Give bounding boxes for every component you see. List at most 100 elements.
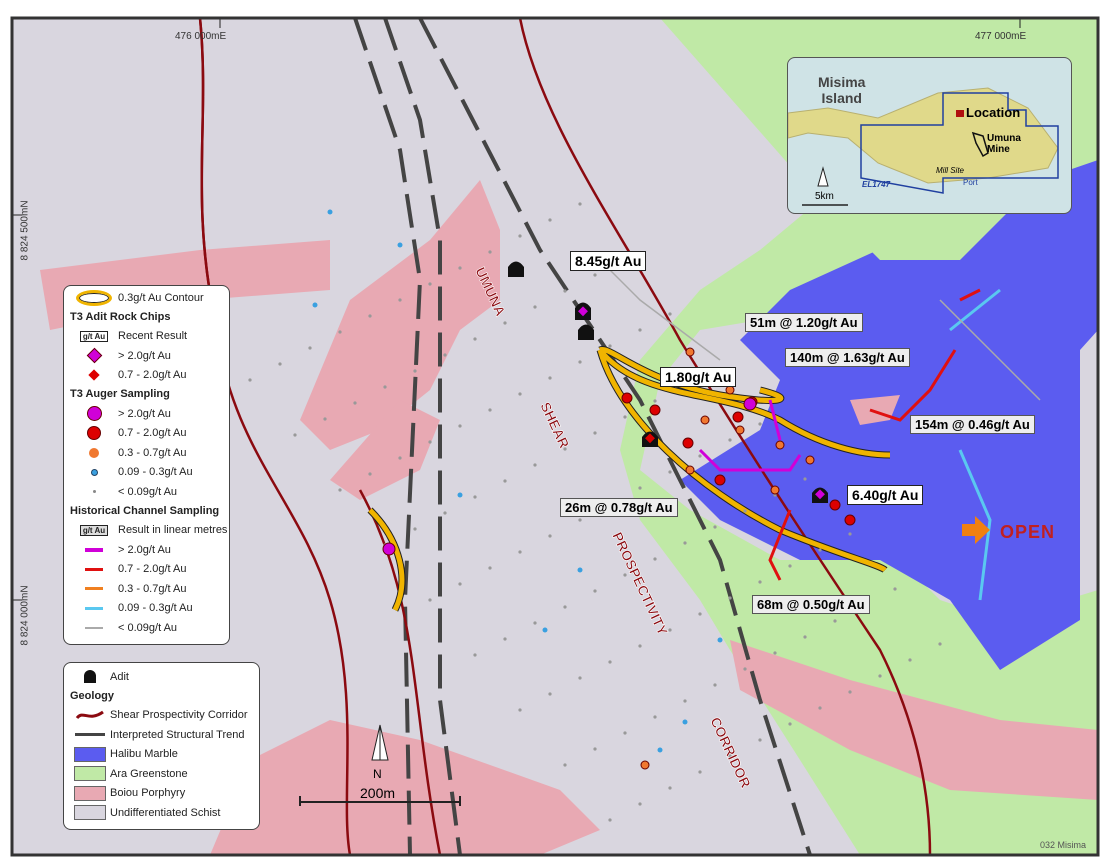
auger-samples xyxy=(248,202,942,822)
auger-sample-dot xyxy=(938,642,942,646)
auger-sample-dot xyxy=(593,431,597,435)
auger-sample-dot xyxy=(428,282,432,286)
legend-label: > 2.0g/t Au xyxy=(118,543,171,556)
legend-heading: T3 Adit Rock Chips xyxy=(70,310,171,323)
auger-sample-dot xyxy=(818,548,822,552)
auger-sample-dot xyxy=(683,541,687,545)
auger-sample-dot xyxy=(308,346,312,350)
northing-label: 8 824 000mN xyxy=(19,585,31,646)
auger-sample-dot xyxy=(533,463,537,467)
auger-sample-dot xyxy=(533,621,537,625)
auger-sample-dot xyxy=(578,518,582,522)
inset-location: Location xyxy=(966,105,1021,120)
auger-sample-dot xyxy=(503,637,507,641)
auger-sample-dot xyxy=(443,511,447,515)
auger-sample-dot xyxy=(398,456,402,460)
auger-sample-dot xyxy=(578,202,582,206)
inset-tenement: EL1747 xyxy=(862,180,891,189)
legend-label: 0.7 - 2.0g/t Au xyxy=(118,563,187,576)
auger-sample-dot xyxy=(700,415,710,425)
auger-sample-dot xyxy=(533,305,537,309)
scale-label: 200m xyxy=(360,785,395,801)
legend-label: Halibu Marble xyxy=(110,748,178,761)
auger-sample-dot xyxy=(458,424,462,428)
auger-sample-dot xyxy=(428,598,432,602)
auger-sample-dot xyxy=(623,573,627,577)
auger-sample-dot xyxy=(758,422,762,426)
auger-sample-dot xyxy=(640,760,650,770)
auger-sample-dot xyxy=(548,218,552,222)
auger-sample-dot xyxy=(488,408,492,412)
auger-sample-dot xyxy=(368,314,372,318)
auger-sample-dot xyxy=(717,637,723,643)
auger-sample-dot xyxy=(383,385,387,389)
auger-sample-dot xyxy=(488,566,492,570)
auger-sample-dot xyxy=(518,234,522,238)
adits xyxy=(508,261,828,503)
auger-sample-dot xyxy=(458,582,462,586)
legend-label: Adit xyxy=(110,670,129,683)
structural-trends xyxy=(353,17,812,856)
auger-sample-dot xyxy=(878,674,882,678)
legend-heading: Historical Channel Sampling xyxy=(70,504,220,517)
auger-sample-dot xyxy=(728,596,732,600)
auger-sample-dot xyxy=(649,404,661,416)
auger-sample-dot xyxy=(682,437,694,449)
auger-sample-dot xyxy=(623,731,627,735)
auger-sample-dot xyxy=(338,330,342,334)
auger-sample-dot xyxy=(653,557,657,561)
auger-sample-dot xyxy=(844,514,856,526)
channel-result: 51m @ 1.20g/t Au xyxy=(745,313,863,332)
auger-sample-dot xyxy=(668,470,672,474)
legend-label: Result in linear metres xyxy=(118,524,228,537)
auger-sample-dot xyxy=(653,399,657,403)
auger-sample-dot xyxy=(685,465,695,475)
auger-sample-dot xyxy=(698,454,702,458)
legend-label: 0.3 - 0.7g/t Au xyxy=(118,446,187,459)
inset-mill: Mill Site xyxy=(936,166,965,175)
auger-sample-dot xyxy=(743,397,757,411)
legend-box: g/t Au xyxy=(79,330,109,342)
auger-sample-dot xyxy=(638,486,642,490)
auger-sample-dot xyxy=(312,302,318,308)
auger-sample-dot xyxy=(413,369,417,373)
location-inset: Misima Island Location Umuna Mine Mill Sit… xyxy=(787,57,1072,214)
legend-label: < 0.09g/t Au xyxy=(118,621,178,634)
easting-label: 477 000mE xyxy=(975,31,1027,42)
legend-label: 0.09 - 0.3g/t Au xyxy=(118,602,193,615)
auger-sample-dot xyxy=(653,715,657,719)
auger-sample-dot xyxy=(503,479,507,483)
auger-sample-dot xyxy=(728,754,732,758)
legend-label: Undifferentiated Schist xyxy=(110,806,221,819)
footer-code: 032 Misima xyxy=(1040,840,1086,850)
auger-sample-dot xyxy=(908,658,912,662)
auger-sample-dot xyxy=(638,644,642,648)
auger-sample-dot xyxy=(413,527,417,531)
auger-sample-dot xyxy=(743,509,747,513)
auger-sample-dot xyxy=(657,747,663,753)
northing-label: 8 824 500mN xyxy=(19,200,31,261)
legend-label: Interpreted Structural Trend xyxy=(110,728,245,741)
inset-scale: 5km xyxy=(815,191,834,202)
auger-sample-dot xyxy=(725,385,735,395)
auger-sample-dot xyxy=(323,417,327,421)
auger-sample-dot xyxy=(518,708,522,712)
auger-sample-dot xyxy=(548,376,552,380)
legend-label: Ara Greenstone xyxy=(110,767,188,780)
channel-result: 68m @ 0.50g/t Au xyxy=(752,595,870,614)
auger-sample-dot xyxy=(457,492,463,498)
auger-sample-dot xyxy=(548,692,552,696)
auger-sample-dot xyxy=(278,362,282,366)
svg-text:N: N xyxy=(373,767,382,781)
adit-icon xyxy=(84,670,96,684)
auger-sample-dot xyxy=(563,605,567,609)
auger-sample-dot xyxy=(397,242,403,248)
auger-sample-dot xyxy=(773,651,777,655)
auger-sample-dot xyxy=(685,347,695,357)
inset-title: Misima xyxy=(818,74,866,90)
auger-sample-dot xyxy=(382,542,396,556)
auger-sample-dot xyxy=(833,619,837,623)
auger-sample-dot xyxy=(353,401,357,405)
auger-sample-dot xyxy=(518,392,522,396)
legend-label: 0.3 - 0.7g/t Au xyxy=(118,582,187,595)
